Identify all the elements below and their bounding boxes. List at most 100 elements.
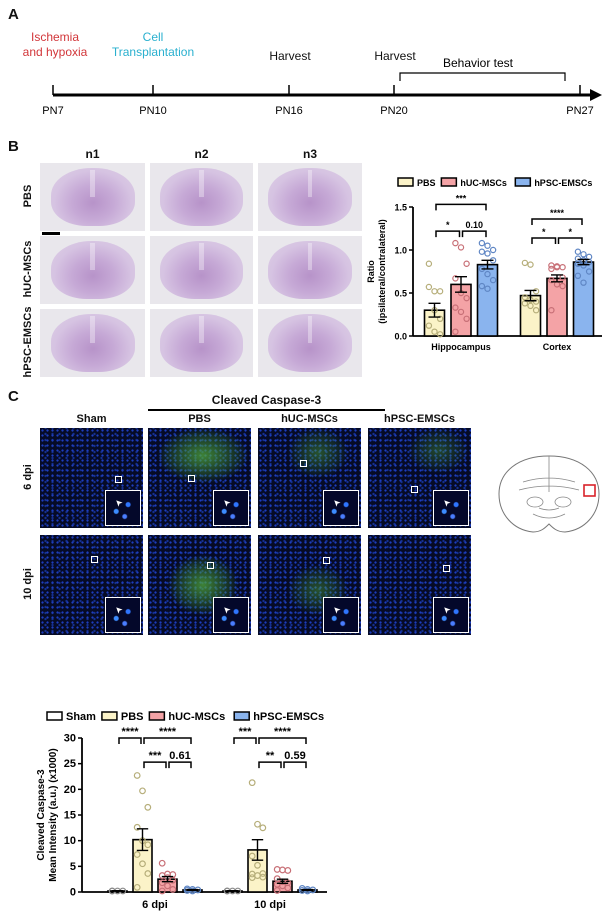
y-tick-label: 20 <box>64 784 76 796</box>
data-point <box>574 248 582 255</box>
data-point <box>478 239 486 247</box>
data-point <box>436 288 444 295</box>
data-point <box>144 803 152 811</box>
data-point <box>259 824 267 832</box>
fluorescence-image: ➤ <box>258 428 361 528</box>
significance-bracket <box>283 761 307 769</box>
column-header: n2 <box>194 147 209 161</box>
roi-box <box>410 486 418 493</box>
data-point <box>452 239 459 247</box>
caspase-signal <box>158 428 248 483</box>
data-point <box>133 772 141 779</box>
error-bar <box>276 878 289 884</box>
data-point <box>139 787 146 795</box>
data-point <box>259 873 267 881</box>
roi-box <box>114 476 122 483</box>
data-point <box>574 255 582 262</box>
x-tick-label: 6 dpi <box>142 899 168 911</box>
data-point <box>431 328 438 335</box>
data-point <box>484 242 491 249</box>
data-point <box>452 304 459 311</box>
significance-bracket <box>118 737 142 744</box>
significance-bracket <box>531 218 583 226</box>
y-tick-label: 0.5 <box>394 289 407 299</box>
timeline-event-label: Harvest <box>269 49 311 63</box>
arrowhead-icon: ➤ <box>440 496 453 510</box>
brain-schematic <box>498 455 600 533</box>
significance-bracket <box>143 737 192 744</box>
data-point <box>521 259 529 267</box>
data-point <box>254 861 261 869</box>
scale-bar <box>42 232 60 235</box>
y-axis-label: (ipsilateral/contralateral) <box>377 219 387 324</box>
timeline-tick-label: PN10 <box>139 105 167 117</box>
zoom-inset: ➤ <box>213 597 249 633</box>
data-point <box>425 260 433 267</box>
significance-label: 0.10 <box>465 220 483 230</box>
roi-box <box>187 475 195 482</box>
panel-label-c: C <box>8 388 19 405</box>
data-point <box>463 315 470 322</box>
y-tick-label: 5 <box>70 861 76 873</box>
legend-swatch <box>397 177 414 187</box>
caspase-signal <box>408 428 468 473</box>
data-point <box>133 823 141 831</box>
data-point <box>133 851 141 858</box>
data-point <box>548 276 555 284</box>
significance-bracket <box>233 737 257 744</box>
significance-label: **** <box>121 726 139 738</box>
significance-label: **** <box>159 726 177 738</box>
nissl-section-image <box>150 309 253 377</box>
legend-swatch <box>233 711 250 721</box>
fluorescence-image: ➤ <box>40 428 143 528</box>
zoom-inset: ➤ <box>213 490 249 526</box>
row-label: 10 dpi <box>22 568 34 600</box>
data-point <box>489 276 497 284</box>
nissl-section-image <box>150 163 253 231</box>
significance-label: **** <box>274 726 292 738</box>
data-point <box>580 279 587 286</box>
data-point <box>248 852 256 860</box>
error-bar <box>428 302 441 318</box>
legend-label: PBS <box>121 711 144 723</box>
roi-box <box>207 562 215 569</box>
legend-swatch <box>46 711 63 721</box>
zoom-inset: ➤ <box>323 597 359 633</box>
data-point <box>144 870 152 877</box>
nissl-section-image <box>40 163 145 231</box>
timeline-event-label: and hypoxia <box>23 45 88 59</box>
data-point <box>273 887 281 894</box>
x-tick-label: Cortex <box>543 342 572 352</box>
data-point <box>574 260 582 267</box>
behavior-bracket <box>399 72 566 81</box>
legend-label: hPSC-EMSCs <box>253 711 324 723</box>
error-bar <box>455 275 467 293</box>
significance-bracket <box>435 230 461 238</box>
significance-bracket <box>531 237 557 244</box>
data-point <box>158 887 166 895</box>
arrowhead-icon: ➤ <box>220 496 233 510</box>
data-point <box>463 294 470 302</box>
y-tick-label: 1.5 <box>394 203 407 213</box>
data-point <box>559 264 566 271</box>
zoom-inset: ➤ <box>433 490 469 526</box>
error-bar <box>186 888 199 892</box>
bar <box>476 263 499 337</box>
data-point <box>457 244 465 251</box>
data-point <box>532 288 540 295</box>
significance-label: * <box>542 227 546 237</box>
data-point <box>532 307 540 314</box>
significance-bracket <box>258 737 307 744</box>
data-point <box>436 315 444 322</box>
data-point <box>169 886 177 893</box>
data-point <box>521 294 529 301</box>
y-tick-label: 15 <box>64 810 76 822</box>
error-bar <box>481 259 494 270</box>
chart-1: 0 5 10 15 20 25 30 Cleaved Caspase-3 Mean Intens… <box>36 711 327 911</box>
nissl-section-image <box>258 163 362 231</box>
legend-label: PBS <box>417 178 436 188</box>
y-tick-label: 30 <box>64 733 76 745</box>
y-tick-label: 10 <box>64 835 76 847</box>
significance-bracket <box>461 230 487 238</box>
error-bar <box>161 875 174 883</box>
